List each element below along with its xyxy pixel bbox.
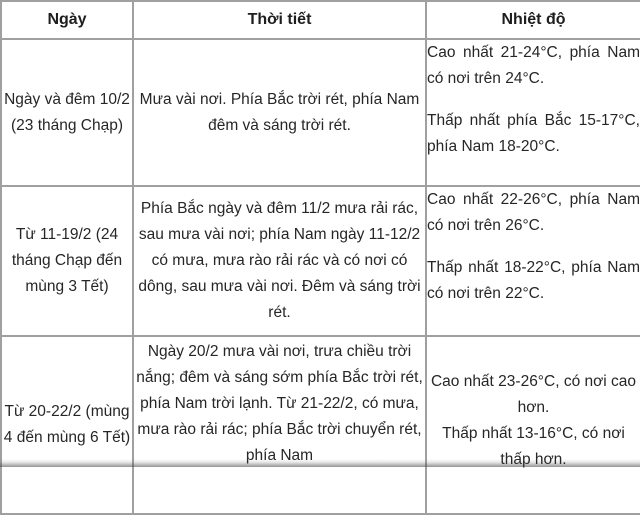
temp-high-row3: Cao nhất 23-26°C, có nơi cao hơn. bbox=[430, 373, 637, 416]
temp-low-row3: Thấp nhất 13-16°C, có nơi thấp hơn. bbox=[442, 425, 625, 468]
temp-high-row1: Cao nhất 21-24°C, phía Nam có nơi trên 2… bbox=[427, 44, 640, 87]
table-row: Từ 11-19/2 (24 tháng Chạp đến mùng 3 Tết… bbox=[0, 185, 640, 337]
weather-cell-row2: Phía Bắc ngày và đêm 11/2 mưa rải rác, s… bbox=[132, 185, 427, 337]
date-cell-row1: Ngày và đêm 10/2 (23 tháng Chạp) bbox=[0, 38, 134, 187]
temperature-cell-row1: Cao nhất 21-24°C, phía Nam có nơi trên 2… bbox=[425, 38, 640, 187]
column-header-date: Ngày bbox=[0, 0, 134, 40]
column-header-weather: Thời tiết bbox=[132, 0, 427, 40]
date-cell-row3: Từ 20-22/2 (mùng 4 đến mùng 6 Tết) bbox=[0, 335, 134, 515]
temp-low-row2: Thấp nhất 18-22°C, phía Nam có nơi trên … bbox=[427, 259, 640, 302]
weather-cell-row1: Mưa vài nơi. Phía Bắc trời rét, phía Nam… bbox=[132, 38, 427, 187]
table-header-row: Ngày Thời tiết Nhiệt độ bbox=[0, 0, 640, 40]
table-row: Ngày và đêm 10/2 (23 tháng Chạp) Mưa vài… bbox=[0, 38, 640, 187]
column-header-temperature: Nhiệt độ bbox=[425, 0, 640, 40]
temperature-cell-row2: Cao nhất 22-26°C, phía Nam có nơi trên 2… bbox=[425, 185, 640, 337]
temperature-cell-row3: Cao nhất 23-26°C, có nơi cao hơn. Thấp n… bbox=[425, 335, 640, 515]
date-cell-row2: Từ 11-19/2 (24 tháng Chạp đến mùng 3 Tết… bbox=[0, 185, 134, 337]
temp-high-row2: Cao nhất 22-26°C, phía Nam có nơi trên 2… bbox=[427, 191, 640, 234]
weather-cell-row3: Ngày 20/2 mưa vài nơi, trưa chiều trời n… bbox=[132, 335, 427, 515]
table-row: Từ 20-22/2 (mùng 4 đến mùng 6 Tết) Ngày … bbox=[0, 335, 640, 515]
temp-low-row1: Thấp nhất phía Bắc 15-17°C, phía Nam 18-… bbox=[427, 112, 640, 155]
